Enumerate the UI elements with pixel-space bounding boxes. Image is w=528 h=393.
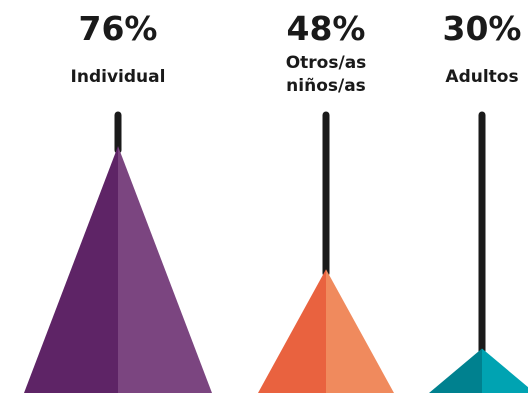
chart-marks: 76% Individual 48% Otros/as niños/as 30% Adult… (24, 9, 528, 393)
category-label-1-line-1: niños/as (286, 76, 366, 96)
cone-right-1 (326, 269, 394, 393)
cone-left-2 (429, 348, 482, 393)
cone-right-2 (482, 348, 528, 393)
value-label-2: 30% (443, 9, 522, 48)
category-label-1-line-0: Otros/as (286, 53, 367, 73)
category-label-0: Individual (71, 67, 166, 87)
value-label-0: 76% (79, 9, 158, 48)
category-label-2: Adultos (445, 67, 518, 87)
value-label-1: 48% (287, 9, 366, 48)
cone-right-0 (118, 146, 212, 393)
cone-left-0 (24, 146, 118, 393)
cone-left-1 (258, 269, 326, 393)
